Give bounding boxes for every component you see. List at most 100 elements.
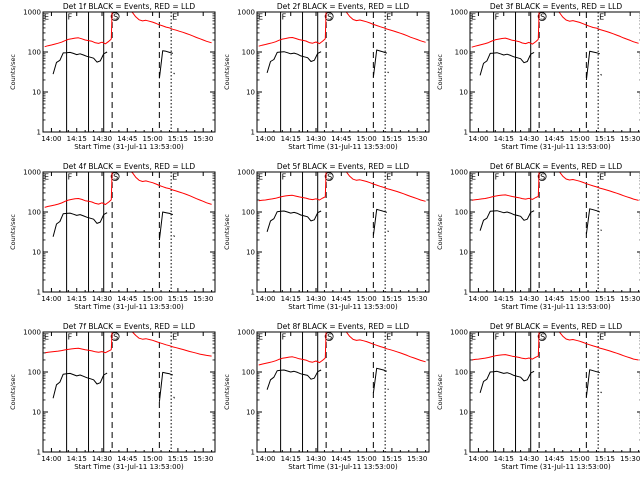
marker-label: E	[599, 13, 604, 22]
x-tick-label: 15:30	[620, 455, 640, 463]
y-tick-label: 100	[28, 209, 41, 217]
plot-frame	[469, 171, 640, 293]
y-tick-label: 1	[37, 129, 41, 137]
series-lld-line	[537, 12, 540, 40]
x-tick-label: 14:00	[255, 135, 275, 143]
panel-5: Det 5f BLACK = Events, RED = LLD E F S E 14:0…	[223, 162, 430, 311]
panel-2: Det 2f BLACK = Events, RED = LLD E F S E 14:0…	[223, 2, 430, 151]
marker-label: F	[495, 173, 500, 182]
x-tick-label: 14:15	[281, 135, 301, 143]
y-tick-label: 100	[242, 49, 255, 57]
x-axis-label: Start Time (31-Jul-11 13:53:00)	[74, 143, 184, 151]
x-axis-label: Start Time (31-Jul-11 13:53:00)	[501, 303, 611, 311]
y-axis-label: Counts/sec	[223, 54, 231, 90]
x-tick-label: 15:15	[168, 455, 188, 463]
y-axis-label: Counts/sec	[9, 214, 17, 250]
x-tick-label: 15:00	[143, 455, 163, 463]
marker-label: S	[327, 333, 332, 342]
series-lld-line	[110, 332, 113, 350]
x-axis-label: Start Time (31-Jul-11 13:53:00)	[288, 463, 398, 471]
x-tick-label: 15:00	[143, 295, 163, 303]
y-tick-label: 1000	[450, 9, 468, 17]
x-tick-label: 14:15	[281, 455, 301, 463]
x-tick-label: 14:45	[544, 295, 564, 303]
x-tick-label: 14:45	[117, 455, 137, 463]
x-axis-label: Start Time (31-Jul-11 13:53:00)	[288, 303, 398, 311]
marker-label: E	[471, 13, 476, 22]
y-axis-label: Counts/sec	[9, 374, 17, 410]
x-tick-label: 14:45	[117, 135, 137, 143]
x-tick-label: 15:15	[168, 135, 188, 143]
panel-title: Det 5f BLACK = Events, RED = LLD	[277, 162, 410, 171]
y-tick-label: 1	[464, 449, 468, 457]
x-tick-label: 14:15	[494, 295, 514, 303]
x-tick-label: 15:00	[570, 455, 590, 463]
x-tick-label: 14:45	[117, 295, 137, 303]
x-tick-label: 14:15	[67, 455, 87, 463]
x-tick-label: 15:15	[595, 455, 615, 463]
marker-label: S	[113, 333, 118, 342]
plot-frame	[42, 11, 216, 133]
series-lld-line	[44, 37, 112, 48]
panel-6: Det 6f BLACK = Events, RED = LLD E F S E 14:0…	[436, 162, 640, 311]
x-axis-label: Start Time (31-Jul-11 13:53:00)	[74, 303, 184, 311]
y-tick-label: 10	[32, 409, 41, 417]
x-tick-label: 15:15	[382, 295, 402, 303]
y-axis-label: Counts/sec	[436, 54, 444, 90]
x-tick-label: 15:00	[143, 135, 163, 143]
marker-label: S	[327, 13, 332, 22]
series-events-line	[600, 391, 602, 394]
x-tick-label: 14:30	[306, 455, 326, 463]
series-events-line	[387, 71, 389, 74]
x-tick-label: 14:00	[468, 135, 488, 143]
series-events-line	[372, 208, 387, 236]
series-events-line	[173, 235, 175, 238]
series-lld-line	[110, 172, 113, 200]
series-events-line	[479, 370, 535, 394]
series-events-line	[372, 49, 387, 77]
y-tick-label: 1	[37, 289, 41, 297]
x-tick-label: 14:15	[281, 295, 301, 303]
y-tick-label: 100	[28, 369, 41, 377]
series-lld-line	[324, 332, 327, 359]
y-tick-label: 100	[455, 369, 468, 377]
marker-label: E	[258, 13, 263, 22]
x-tick-label: 14:15	[494, 135, 514, 143]
series-lld-line	[345, 332, 426, 363]
y-tick-label: 1000	[23, 9, 41, 17]
marker-label: F	[68, 13, 73, 22]
panel-title: Det 8f BLACK = Events, RED = LLD	[277, 322, 410, 331]
x-tick-label: 15:00	[570, 295, 590, 303]
x-tick-label: 14:30	[92, 455, 112, 463]
panel-1: Det 1f BLACK = Events, RED = LLD E F S E 14:0…	[9, 2, 216, 151]
series-events-line	[266, 369, 322, 390]
x-tick-label: 15:15	[168, 295, 188, 303]
series-lld-line	[537, 172, 540, 197]
x-axis-label: Start Time (31-Jul-11 13:53:00)	[74, 463, 184, 471]
series-lld-line	[324, 172, 327, 197]
series-events-line	[585, 50, 600, 81]
x-tick-label: 15:30	[407, 455, 427, 463]
x-axis-label: Start Time (31-Jul-11 13:53:00)	[501, 463, 611, 471]
y-tick-label: 10	[32, 89, 41, 97]
y-tick-label: 1000	[23, 169, 41, 177]
x-tick-label: 15:30	[620, 135, 640, 143]
marker-label: S	[540, 13, 545, 22]
x-tick-label: 14:30	[519, 295, 539, 303]
x-tick-label: 14:30	[92, 295, 112, 303]
plot-frame	[42, 331, 216, 453]
y-tick-label: 100	[455, 49, 468, 57]
series-lld-line	[130, 172, 212, 205]
series-lld-line	[44, 347, 112, 354]
y-tick-label: 10	[246, 249, 255, 257]
series-lld-line	[130, 12, 212, 44]
y-tick-label: 10	[459, 89, 468, 97]
x-tick-label: 14:30	[306, 295, 326, 303]
marker-label: F	[495, 333, 500, 342]
marker-label: E	[44, 333, 49, 342]
panel-title: Det 9f BLACK = Events, RED = LLD	[490, 322, 623, 331]
plot-frame	[256, 331, 430, 453]
plot-frame	[256, 11, 430, 133]
x-tick-label: 14:30	[92, 135, 112, 143]
